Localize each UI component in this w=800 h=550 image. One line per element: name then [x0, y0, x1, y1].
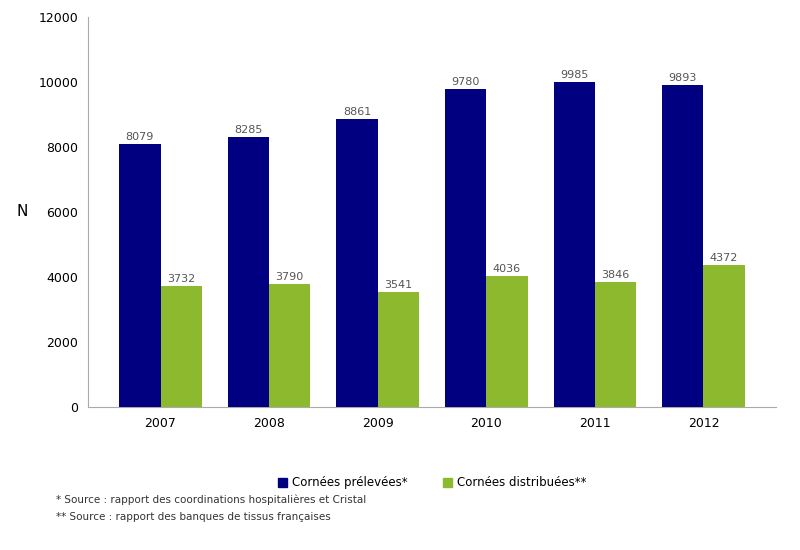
Bar: [378, 292, 419, 407]
Bar: [119, 144, 161, 407]
Y-axis label: N: N: [16, 204, 27, 219]
Text: 9893: 9893: [669, 73, 697, 83]
Text: 8861: 8861: [343, 107, 371, 117]
Bar: [161, 285, 202, 407]
Bar: [554, 82, 595, 407]
Text: 3541: 3541: [384, 280, 413, 290]
Bar: [445, 89, 486, 407]
Text: 8079: 8079: [126, 132, 154, 142]
Bar: [228, 138, 269, 407]
Bar: [486, 276, 527, 407]
Legend: Cornées prélevées*, Cornées distribuées**: Cornées prélevées*, Cornées distribuées*…: [273, 471, 591, 494]
Text: 9985: 9985: [560, 70, 589, 80]
Text: * Source : rapport des coordinations hospitalières et Cristal: * Source : rapport des coordinations hos…: [56, 495, 366, 505]
Text: 4036: 4036: [493, 263, 521, 274]
Bar: [595, 282, 636, 407]
Bar: [703, 265, 745, 407]
Text: 4372: 4372: [710, 253, 738, 263]
Text: 8285: 8285: [234, 125, 262, 135]
Bar: [269, 284, 310, 407]
Bar: [662, 85, 703, 407]
Text: 3846: 3846: [602, 270, 630, 280]
Bar: [337, 119, 378, 407]
Text: 9780: 9780: [451, 77, 480, 87]
Text: ** Source : rapport des banques de tissus françaises: ** Source : rapport des banques de tissu…: [56, 512, 330, 522]
Text: 3732: 3732: [167, 273, 195, 284]
Text: 3790: 3790: [276, 272, 304, 282]
